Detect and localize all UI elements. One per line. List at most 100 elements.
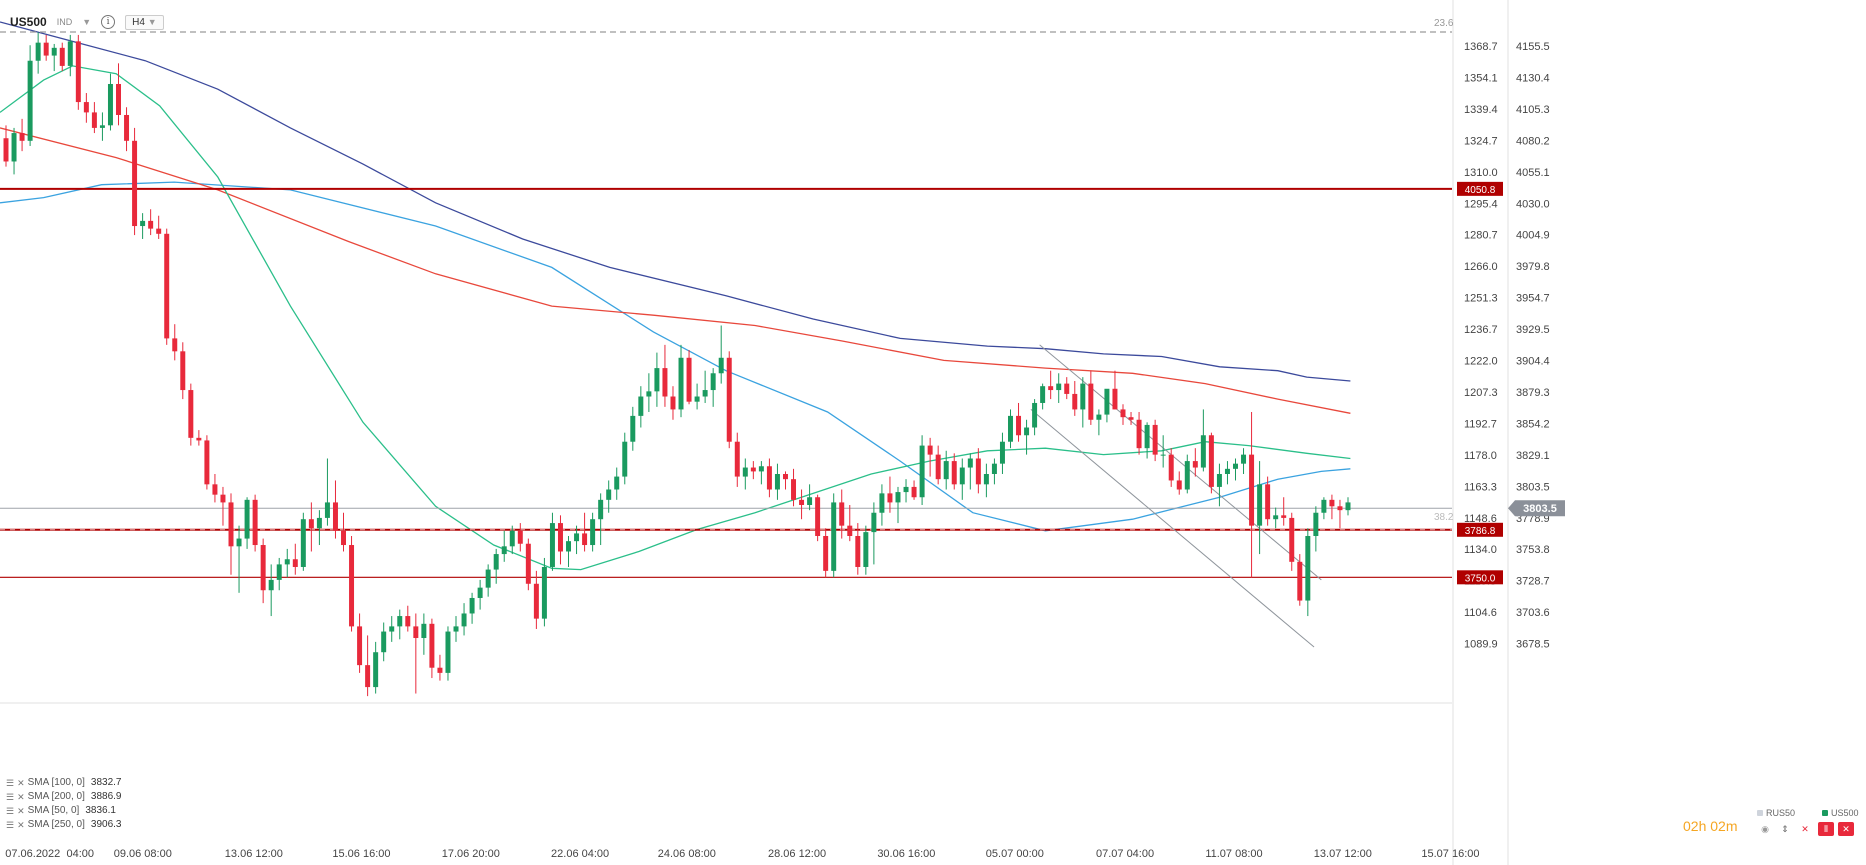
candle-body (1337, 506, 1343, 511)
candle (871, 502, 877, 565)
close-icon[interactable]: ✕ (17, 820, 25, 830)
candle-body (164, 233, 170, 339)
trend-channel[interactable] (1030, 344, 1322, 648)
candle-body (943, 461, 949, 480)
settings-icon[interactable]: ☰ (6, 778, 15, 788)
candle (51, 43, 57, 72)
trendline (1039, 344, 1322, 581)
left-axis-tick: 1236.7 (1464, 324, 1498, 336)
candle (308, 502, 314, 552)
candle (710, 368, 716, 407)
candle-body (196, 437, 202, 441)
reorder-icon[interactable]: ⇕ (1781, 824, 1789, 834)
left-axis-tick: 1148.6 (1464, 513, 1497, 525)
timeframe-selector[interactable]: H4 ▼ (125, 14, 164, 30)
candle (517, 523, 523, 552)
legend-value: 3906.3 (90, 819, 122, 830)
right-axis-tick: 3929.5 (1516, 324, 1550, 336)
compare-symbol-us500[interactable]: US500 (1822, 808, 1859, 818)
legend-item[interactable]: ☰ ✕ SMA [250, 0] 3906.3 (6, 818, 121, 832)
time-axis-label: 15.07 16:00 (1421, 848, 1479, 860)
time-axis-label: 13.06 12:00 (225, 848, 283, 860)
candle (847, 504, 853, 542)
candle (911, 480, 917, 500)
candle-body (268, 579, 274, 591)
compare-symbol-rus50[interactable]: RUS50 (1757, 808, 1795, 818)
candle (1192, 448, 1198, 477)
right-axis-tick: 3803.5 (1516, 481, 1550, 493)
candle (1305, 528, 1311, 617)
candle (1176, 471, 1182, 495)
candle-type-icon[interactable]: ⫴ (1818, 822, 1834, 836)
candle-body (373, 652, 379, 688)
chevron-down-icon[interactable]: ▼ (82, 17, 92, 27)
legend-item[interactable]: ☰ ✕ SMA [100, 0] 3832.7 (6, 776, 121, 790)
candle (389, 616, 395, 642)
candle (774, 463, 780, 500)
candle-body (1321, 499, 1327, 513)
close-icon[interactable]: ✕ (17, 792, 25, 802)
candle-body (284, 559, 290, 565)
settings-icon[interactable]: ☰ (6, 820, 15, 830)
candle-body (148, 220, 154, 229)
candle (525, 538, 531, 591)
candle-body (67, 41, 73, 66)
candle (276, 557, 282, 591)
candle (1007, 409, 1013, 449)
candle (27, 45, 33, 146)
legend-name: SMA [50, 0] (27, 805, 80, 816)
candle-body (1064, 383, 1070, 394)
instrument-type: IND (56, 17, 73, 27)
candle-body (823, 535, 829, 571)
candle (678, 344, 684, 418)
candle-body (43, 42, 49, 56)
time-axis-label: 04:00 (66, 848, 94, 860)
candle-body (815, 497, 821, 536)
legend-item[interactable]: ☰ ✕ SMA [200, 0] 3886.9 (6, 790, 121, 804)
candle-body (855, 535, 861, 567)
right-axis-tick: 4030.0 (1516, 198, 1550, 210)
candle-body (1176, 480, 1182, 490)
candle-body (839, 502, 845, 526)
candle (823, 528, 829, 578)
legend-item[interactable]: ☰ ✕ SMA [50, 0] 3836.1 (6, 804, 121, 818)
close-icon[interactable]: ✕ (17, 778, 25, 788)
candle (421, 613, 427, 655)
candle (549, 512, 555, 571)
candle (1144, 422, 1150, 459)
close-icon[interactable]: ✕ (17, 806, 25, 816)
chevron-down-icon: ▼ (147, 16, 157, 27)
close-icon[interactable]: ✕ (1838, 822, 1854, 836)
candle-body (1048, 386, 1054, 391)
horizontal-levels[interactable]: 23.6 38.2 (0, 18, 1454, 578)
symbol-name[interactable]: US500 (10, 15, 47, 29)
level-tag-label: 3750.0 (1465, 573, 1496, 584)
candle (59, 42, 65, 72)
sma-250-line (0, 21, 1351, 382)
left-axis-tick: 1163.3 (1464, 481, 1497, 493)
eye-icon[interactable]: ◉ (1761, 824, 1769, 834)
compare-symbol-label: RUS50 (1766, 808, 1796, 818)
right-axis-tick: 3728.7 (1516, 576, 1550, 588)
timeframe-label: H4 (132, 16, 145, 28)
candle (991, 458, 997, 485)
candle-body (1056, 383, 1062, 391)
candle-body (124, 114, 130, 141)
info-icon[interactable]: i (101, 15, 116, 29)
candle-body (1249, 454, 1255, 526)
candle-body (236, 538, 242, 547)
candle-body (1168, 454, 1174, 481)
settings-icon[interactable]: ☰ (6, 792, 15, 802)
candle (533, 570, 539, 629)
candle-body (791, 479, 797, 500)
left-axis-tick: 1192.7 (1464, 418, 1497, 430)
candle (1088, 370, 1094, 425)
close-icon[interactable]: ✕ (1801, 824, 1809, 834)
candle (341, 512, 347, 552)
candle-body (493, 554, 499, 570)
candle (1024, 419, 1030, 455)
settings-icon[interactable]: ☰ (6, 806, 15, 816)
candle-body (509, 530, 515, 547)
candle-body (1007, 415, 1013, 442)
